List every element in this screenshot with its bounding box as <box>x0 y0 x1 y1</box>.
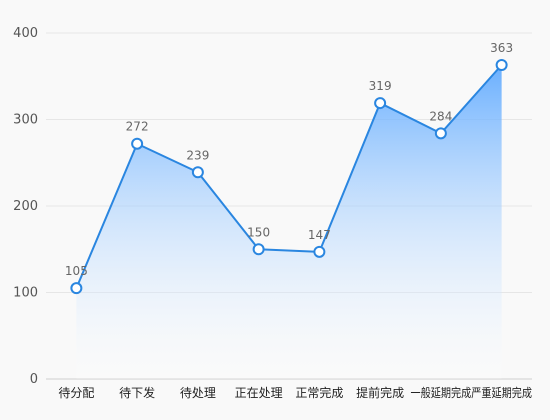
data-label: 319 <box>369 79 392 93</box>
data-label: 147 <box>308 228 331 242</box>
data-label-layer: 105 272 239 150 147 319 284 363 <box>65 41 513 278</box>
marker-layer <box>70 59 508 295</box>
x-tick-label: 正在处理 <box>235 386 283 400</box>
x-tick-label: 待下发 <box>119 385 155 400</box>
x-tick-label: 待分配 <box>58 386 94 400</box>
data-point[interactable] <box>313 245 326 258</box>
data-label: 284 <box>429 109 452 123</box>
data-point[interactable] <box>191 166 204 179</box>
x-tick-label: 正常完成 <box>295 385 343 400</box>
area-layer <box>76 65 502 379</box>
y-tick-label: 0 <box>30 372 38 387</box>
x-tick-label: 严重延期完成 <box>471 385 532 400</box>
data-label: 272 <box>126 120 149 134</box>
x-tick-label: 待处理 <box>180 386 216 400</box>
data-point[interactable] <box>252 243 265 256</box>
y-tick-label: 400 <box>13 26 38 41</box>
data-point[interactable] <box>374 97 387 110</box>
x-tick-label: 提前完成 <box>356 385 404 400</box>
data-label: 363 <box>490 41 513 55</box>
data-label: 239 <box>186 148 209 162</box>
series-line <box>75 64 503 289</box>
data-label: 105 <box>65 264 88 278</box>
x-tick-label: 一般延期完成 <box>411 385 472 400</box>
line-layer <box>75 64 503 289</box>
series-area <box>76 65 502 379</box>
y-tick-label: 100 <box>13 286 38 301</box>
y-tick-label: 300 <box>13 113 38 128</box>
data-point[interactable] <box>70 282 83 295</box>
y-tick-label: 200 <box>13 199 38 214</box>
data-point[interactable] <box>131 137 144 150</box>
data-point[interactable] <box>495 59 508 72</box>
data-point[interactable] <box>434 127 447 140</box>
data-label: 150 <box>247 225 270 239</box>
